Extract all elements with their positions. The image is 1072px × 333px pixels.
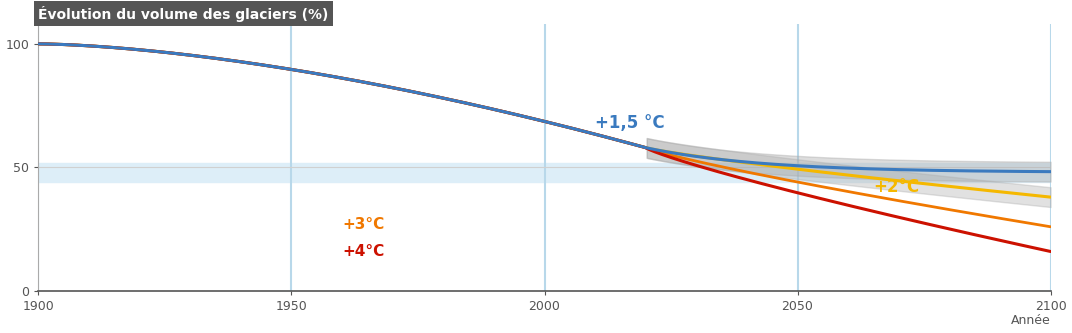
Bar: [39, 163, 1051, 182]
Text: +3°C: +3°C: [342, 217, 385, 232]
Text: +2°C: +2°C: [874, 178, 920, 196]
Text: Évolution du volume des glaciers (%): Évolution du volume des glaciers (%): [39, 6, 329, 22]
Text: +1,5 °C: +1,5 °C: [595, 114, 665, 132]
X-axis label: Année: Année: [1011, 314, 1051, 327]
Text: +4°C: +4°C: [342, 244, 385, 259]
